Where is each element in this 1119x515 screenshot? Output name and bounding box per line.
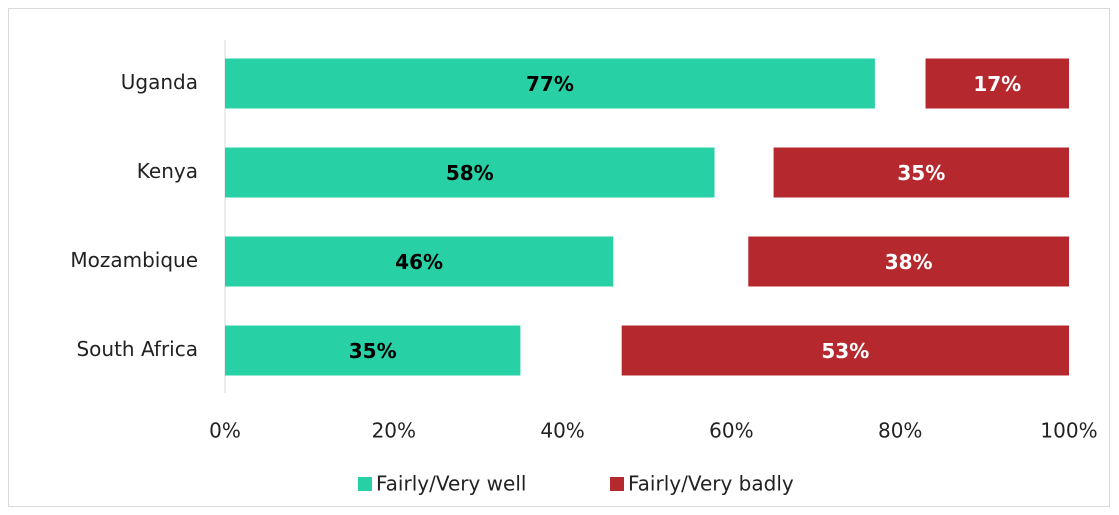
bar-value-label: 58% bbox=[446, 161, 494, 185]
bar bbox=[925, 58, 1069, 109]
bar bbox=[773, 147, 1069, 198]
y-tick-label: Uganda bbox=[121, 70, 198, 94]
x-tick-label: 60% bbox=[709, 419, 753, 443]
legend-label: Fairly/Very badly bbox=[628, 472, 794, 496]
legend-swatch bbox=[610, 477, 624, 491]
bar bbox=[225, 236, 614, 287]
bar-value-label: 17% bbox=[973, 72, 1021, 96]
x-tick-label: 80% bbox=[878, 419, 922, 443]
bar-value-label: 46% bbox=[395, 250, 443, 274]
x-tick-label: 40% bbox=[540, 419, 584, 443]
x-tick-label: 100% bbox=[1040, 419, 1097, 443]
bar bbox=[225, 58, 875, 109]
bar-value-label: 38% bbox=[885, 250, 933, 274]
y-tick-label: Kenya bbox=[137, 159, 198, 183]
legend-swatch bbox=[358, 477, 372, 491]
bar bbox=[225, 147, 715, 198]
bar bbox=[225, 325, 521, 376]
bar-value-label: 35% bbox=[897, 161, 945, 185]
bar-value-label: 35% bbox=[349, 339, 397, 363]
x-tick-label: 0% bbox=[209, 419, 241, 443]
bar-value-label: 53% bbox=[821, 339, 869, 363]
legend-label: Fairly/Very well bbox=[376, 472, 526, 496]
bar bbox=[621, 325, 1069, 376]
bar-value-label: 77% bbox=[526, 72, 574, 96]
x-tick-label: 20% bbox=[372, 419, 416, 443]
y-tick-label: Mozambique bbox=[70, 248, 198, 272]
y-tick-label: South Africa bbox=[76, 337, 198, 361]
bar bbox=[748, 236, 1069, 287]
